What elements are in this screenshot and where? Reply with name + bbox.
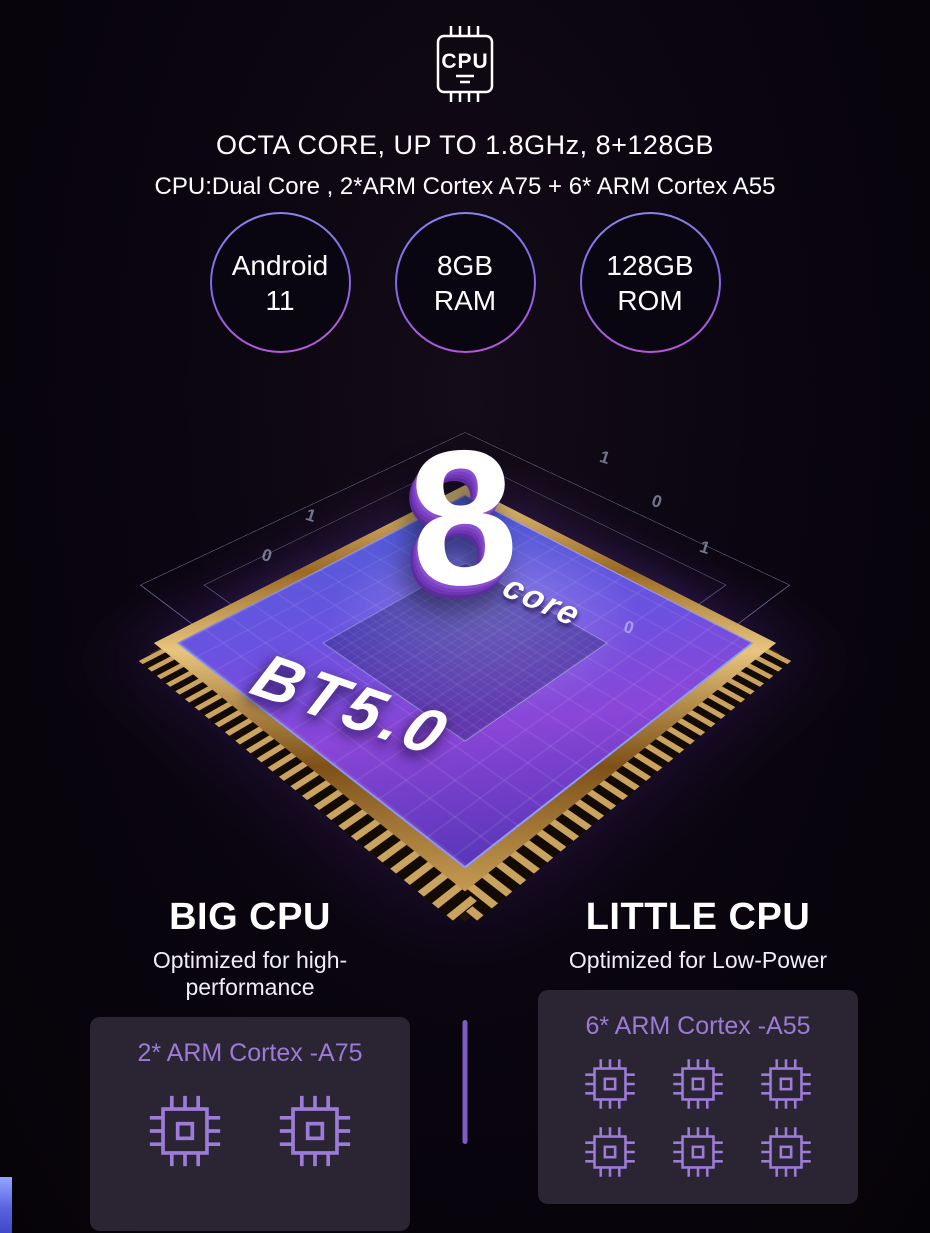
card-label: 6* ARM Cortex -A55 (538, 1012, 858, 1041)
chip-icons (538, 1055, 858, 1181)
chip-3d-art: 1 0 1 0 1 0 8 core BT5.0 (0, 360, 930, 912)
section-subtitle: Optimized for high-performance (90, 947, 410, 1001)
big-cpu-section: BIG CPU Optimized for high-performance 2… (90, 896, 410, 1231)
headline: OCTA CORE, UP TO 1.8GHz, 8+128GB (0, 130, 930, 161)
section-title: LITTLE CPU (538, 896, 858, 939)
spec-badge-android: Android 11 (210, 212, 351, 353)
chip-icon (753, 1123, 819, 1181)
chip-icon (268, 1090, 362, 1172)
chip-icon (665, 1055, 731, 1113)
badge-line2: RAM (434, 283, 496, 318)
chip-icon (665, 1123, 731, 1181)
binary-digit: 1 (597, 447, 612, 469)
badge-line1: 128GB (606, 248, 693, 283)
spec-card: 2* ARM Cortex -A75 (90, 1017, 410, 1231)
badge-line2: ROM (617, 283, 682, 318)
section-title: BIG CPU (90, 896, 410, 939)
chip-icon (753, 1055, 819, 1113)
cpu-comparison: BIG CPU Optimized for high-performance 2… (0, 896, 930, 1231)
badge-line1: 8GB (437, 248, 493, 283)
spec-badge-rom: 128GB ROM (580, 212, 721, 353)
cpu-icon-label: CPU (441, 50, 488, 73)
header: CPU OCTA CORE, UP TO 1.8GHz, 8+128GB CPU… (0, 24, 930, 201)
column-divider (463, 1020, 468, 1144)
cpu-chip-icon: CPU (0, 24, 930, 116)
chip-icon (577, 1055, 643, 1113)
badge-line2: 11 (265, 283, 294, 318)
product-infographic: CPU OCTA CORE, UP TO 1.8GHz, 8+128GB CPU… (0, 0, 930, 1233)
section-subtitle: Optimized for Low-Power (538, 947, 858, 974)
corner-accent-bar (0, 1177, 12, 1233)
chip-icon (138, 1090, 232, 1172)
badge-line1: Android (232, 248, 329, 283)
chip-icons (90, 1090, 410, 1172)
little-cpu-section: LITTLE CPU Optimized for Low-Power 6* AR… (538, 896, 858, 1231)
subheadline: CPU:Dual Core , 2*ARM Cortex A75 + 6* AR… (0, 173, 930, 201)
chip-icon (577, 1123, 643, 1181)
spec-badges: Android 11 8GB RAM 128GB ROM (0, 212, 930, 353)
card-label: 2* ARM Cortex -A75 (90, 1039, 410, 1068)
spec-card: 6* ARM Cortex -A55 (538, 990, 858, 1204)
spec-badge-ram: 8GB RAM (395, 212, 536, 353)
